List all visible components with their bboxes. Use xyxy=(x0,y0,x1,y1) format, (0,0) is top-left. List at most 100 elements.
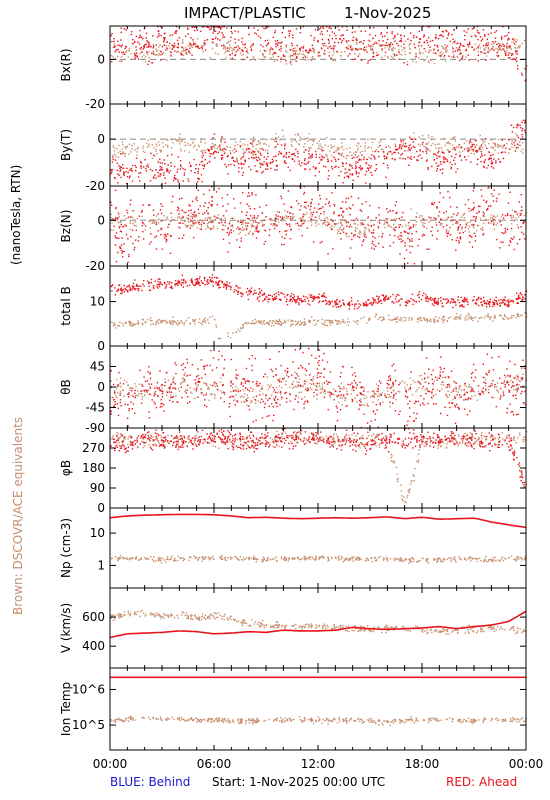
point-bz-ace xyxy=(454,219,456,221)
point-btot-ace xyxy=(473,317,475,319)
point-bz-ahead xyxy=(485,209,488,211)
point-by-ahead xyxy=(157,175,159,177)
point-btot-ahead xyxy=(242,293,244,296)
point-bz-ace xyxy=(276,218,278,220)
point-bz-ace xyxy=(218,217,220,219)
point-by-ahead xyxy=(386,153,389,155)
point-bx-ahead xyxy=(204,49,207,51)
point-theta-ace xyxy=(365,396,368,399)
point-bz-ahead xyxy=(300,219,303,222)
point-bx-ahead xyxy=(348,40,350,42)
point-bx-ahead xyxy=(456,50,459,52)
point-bx-ahead xyxy=(170,55,172,57)
point-bz-ahead xyxy=(311,198,313,201)
point-bx-ace xyxy=(214,52,217,54)
point-btot-ahead xyxy=(377,302,379,304)
point-bz-ahead xyxy=(274,220,277,222)
point-btot-ahead xyxy=(190,279,192,281)
point-by-ace xyxy=(242,155,245,157)
point-bz-ahead xyxy=(288,223,291,225)
point-bz-ahead xyxy=(319,194,321,197)
point-bx-ace xyxy=(148,57,150,59)
point-btot-ahead xyxy=(519,297,521,299)
point-bx-ace xyxy=(240,49,243,51)
point-bz-ahead xyxy=(204,202,206,204)
point-btot-ace xyxy=(242,323,244,326)
point-btot-ace xyxy=(134,323,136,326)
point-btot-ahead xyxy=(183,279,185,282)
point-bz-ahead xyxy=(422,233,425,236)
point-btot-ahead xyxy=(294,300,296,302)
point-bz-ahead xyxy=(221,229,224,231)
point-bz-ace xyxy=(242,223,244,225)
point-btot-ahead xyxy=(211,273,214,276)
point-bx-ace xyxy=(330,45,332,47)
point-bz-ace xyxy=(161,227,163,229)
series-btot-ace xyxy=(111,312,528,340)
point-btot-ahead xyxy=(321,295,323,297)
point-by-ahead xyxy=(129,175,131,177)
point-by-ahead xyxy=(212,152,215,154)
point-bx-ahead xyxy=(110,34,112,37)
point-bx-ahead xyxy=(113,40,115,43)
point-btot-ace xyxy=(292,320,294,322)
point-by-ace xyxy=(355,151,357,153)
point-bz-ace xyxy=(474,216,476,218)
point-btot-ahead xyxy=(267,298,269,300)
point-btot-ahead xyxy=(518,296,520,298)
point-btot-ace xyxy=(128,323,131,325)
point-bz-ace xyxy=(277,218,280,221)
point-bz-ace xyxy=(120,220,122,223)
point-bx-ahead xyxy=(203,26,205,28)
point-theta-ace xyxy=(410,383,412,386)
point-bx-ahead xyxy=(345,40,348,42)
point-by-ace xyxy=(307,140,309,142)
point-bx-ace xyxy=(478,45,480,47)
point-by-ace xyxy=(459,147,461,149)
point-by-ahead xyxy=(433,159,435,161)
point-btot-ace xyxy=(290,319,292,321)
point-by-ace xyxy=(118,144,120,147)
point-btot-ahead xyxy=(134,288,136,291)
point-bx-ahead xyxy=(423,48,425,50)
point-bz-ace xyxy=(363,230,366,232)
point-bx-ace xyxy=(118,60,121,62)
point-btot-ahead xyxy=(207,279,209,281)
point-bx-ahead xyxy=(125,29,127,31)
point-btot-ace xyxy=(215,324,217,326)
point-by-ace xyxy=(170,147,173,149)
point-bx-ace xyxy=(184,46,187,49)
point-bz-ahead xyxy=(475,218,477,220)
point-bz-ahead xyxy=(509,214,512,217)
point-bx-ahead xyxy=(268,42,270,44)
point-btot-ace xyxy=(418,317,420,320)
point-btot-ahead xyxy=(315,296,318,299)
point-by-ahead xyxy=(492,153,494,156)
point-btot-ace xyxy=(323,323,325,326)
point-bx-ahead xyxy=(300,46,303,49)
point-bx-ahead xyxy=(360,30,362,32)
point-btot-ace xyxy=(157,322,160,325)
point-by-ahead xyxy=(449,151,451,153)
point-btot-ace xyxy=(259,320,261,322)
point-by-ace xyxy=(481,138,483,141)
point-bx-ahead xyxy=(403,35,406,37)
point-by-ahead xyxy=(240,158,242,160)
point-by-ace xyxy=(255,144,258,146)
point-bz-ahead xyxy=(178,207,180,210)
point-bx-ace xyxy=(182,41,184,43)
point-by-ahead xyxy=(386,164,389,166)
point-bx-ahead xyxy=(453,41,455,43)
point-by-ahead xyxy=(224,141,226,143)
point-bx-ace xyxy=(235,53,237,56)
point-by-ahead xyxy=(224,152,226,154)
point-by-ahead xyxy=(269,162,271,165)
point-by-ahead xyxy=(201,156,203,158)
point-bx-ace xyxy=(228,50,230,52)
point-by-ace xyxy=(121,141,124,143)
point-btot-ahead xyxy=(376,295,378,297)
point-bx-ace xyxy=(112,56,114,58)
point-btot-ahead xyxy=(493,302,495,304)
point-btot-ace xyxy=(303,321,306,323)
point-bx-ahead xyxy=(187,27,189,29)
